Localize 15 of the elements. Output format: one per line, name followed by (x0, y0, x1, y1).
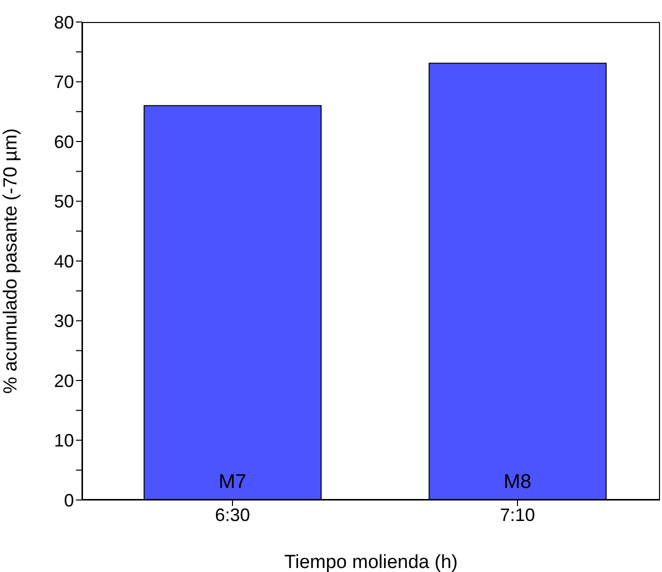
y-tick-label: 20 (54, 370, 74, 391)
y-tick-label: 0 (64, 490, 74, 510)
y-tick-label: 80 (54, 12, 74, 32)
y-tick-label: 70 (54, 72, 74, 92)
y-tick-label: 30 (54, 311, 74, 332)
y-tick-label: 60 (54, 132, 74, 152)
y-tick-label: 10 (54, 430, 74, 451)
y-axis-title: % acumulado pasante (-70 µm) (0, 128, 22, 394)
x-tick-label: 6:30 (214, 504, 250, 525)
y-tick-label: 40 (54, 251, 74, 272)
annotation: M8 (504, 471, 532, 493)
x-tick-label: 7:10 (500, 504, 536, 525)
annotation: M7 (218, 471, 246, 493)
y-tick-label: 50 (54, 192, 74, 212)
x-axis-title: Tiempo molienda (h) (284, 552, 458, 572)
